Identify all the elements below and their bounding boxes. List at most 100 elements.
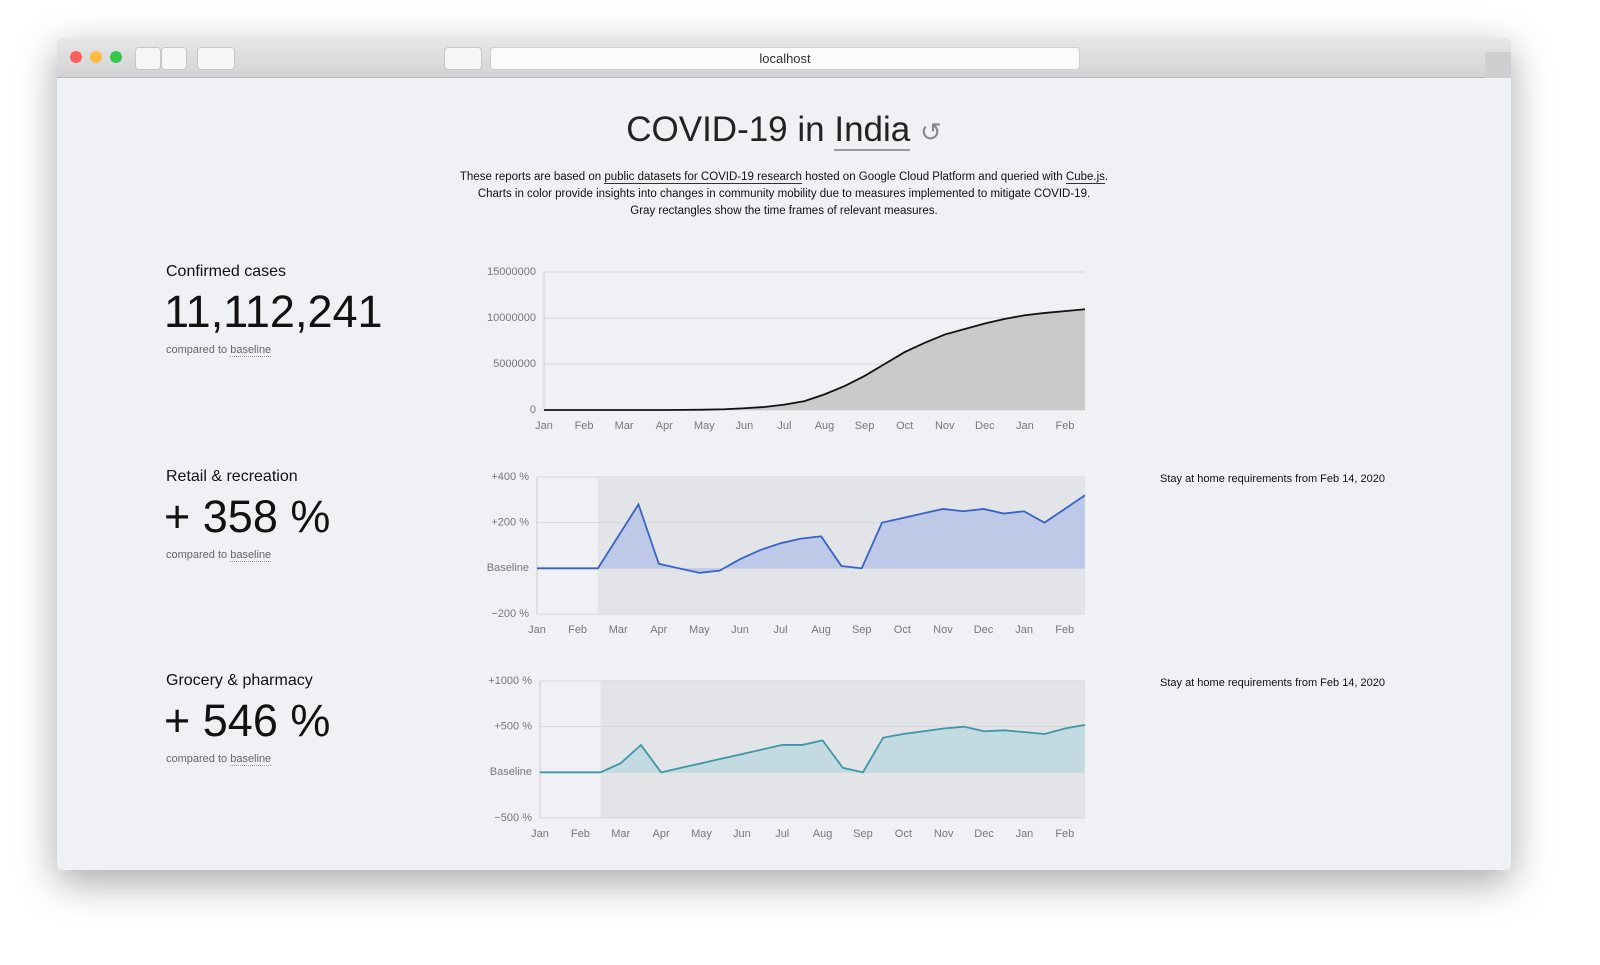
toolbar: localhost <box>57 38 1511 78</box>
y-tick-label: +200 % <box>491 517 529 529</box>
intro-link[interactable]: Cube.js <box>1065 171 1105 184</box>
forward-button[interactable] <box>161 47 187 70</box>
x-tick-label: Mar <box>609 624 628 636</box>
area <box>544 309 1085 410</box>
x-tick-label: Sep <box>852 624 872 636</box>
annotation: Stay at home requirements from Feb 14, 2… <box>1160 677 1385 689</box>
x-tick-label: Dec <box>974 828 994 840</box>
y-tick-label: 0 <box>530 404 536 416</box>
y-tick-label: 15000000 <box>487 266 536 278</box>
intro-line: Charts in color provide insights into ch… <box>477 188 1091 200</box>
area <box>537 495 1085 573</box>
x-tick-label: Nov <box>934 828 954 840</box>
x-tick-label: Apr <box>653 828 670 840</box>
y-tick-label: −200 % <box>491 608 529 620</box>
minimize-button[interactable] <box>90 51 102 63</box>
x-tick-label: Jan <box>1016 828 1034 840</box>
note-text: compared to <box>166 549 231 561</box>
x-tick-label: Jul <box>774 624 788 636</box>
close-button[interactable] <box>70 51 82 63</box>
x-tick-label: Feb <box>571 828 590 840</box>
browser-window: localhost COVID-19 in India ↺ These repo… <box>57 38 1511 870</box>
panel-value: + 546 % <box>164 695 331 746</box>
x-tick-label: Oct <box>894 624 911 636</box>
x-tick-label: Dec <box>974 624 994 636</box>
x-tick-label: Nov <box>935 420 955 432</box>
annotation: Stay at home requirements from Feb 14, 2… <box>1160 473 1385 485</box>
y-tick-label: −500 % <box>494 812 532 824</box>
charts: 0 5000000 10000000 15000000 Jan Feb Mar Apr May J… <box>487 266 1385 840</box>
panel-label: Retail & recreation <box>166 468 298 485</box>
intro-line: These reports are based on public datase… <box>57 171 1511 184</box>
x-tick-label: Jun <box>733 828 751 840</box>
y-tick-label: +400 % <box>491 471 529 483</box>
x-tick-label: Sep <box>853 828 873 840</box>
x-tick-label: May <box>694 420 715 432</box>
note-text: compared to <box>166 344 231 356</box>
extension-button[interactable] <box>444 47 482 70</box>
zoom-button[interactable] <box>110 51 122 63</box>
x-tick-label: Oct <box>896 420 913 432</box>
x-tick-label: Feb <box>1055 420 1074 432</box>
y-tick-label: +500 % <box>494 721 532 733</box>
y-tick-label: 5000000 <box>493 358 536 370</box>
x-tick-label: Jul <box>775 828 789 840</box>
x-tick-label: Apr <box>650 624 667 636</box>
x-tick-label: Aug <box>813 828 833 840</box>
intro-text: hosted on Google Cloud Platform and quer… <box>801 171 1066 183</box>
area <box>540 724 1085 773</box>
x-tick-label: Jan <box>1015 624 1033 636</box>
y-tick-label: Baseline <box>490 766 532 778</box>
x-tick-label: Feb <box>568 624 587 636</box>
x-tick-label: Jan <box>535 420 553 432</box>
x-tick-label: Mar <box>611 828 630 840</box>
x-tick-label: May <box>691 828 712 840</box>
address-bar[interactable]: localhost <box>490 47 1080 70</box>
line <box>537 494 1086 574</box>
x-tick-label: Jan <box>531 828 549 840</box>
x-tick-label: Aug <box>815 420 835 432</box>
title-text: COVID-19 in <box>626 110 835 149</box>
sidebar-button[interactable] <box>197 47 235 70</box>
panel-note: compared to baseline <box>166 344 272 357</box>
x-tick-label: Aug <box>811 624 831 636</box>
x-tick-label: May <box>689 624 710 636</box>
y-tick-label: Baseline <box>487 562 529 574</box>
panel-note: compared to baseline <box>166 549 272 562</box>
x-tick-label: Sep <box>855 420 875 432</box>
x-tick-label: Jan <box>528 624 546 636</box>
x-tick-label: Jan <box>1016 420 1034 432</box>
x-tick-label: Nov <box>933 624 953 636</box>
x-tick-label: Feb <box>1055 624 1074 636</box>
x-tick-label: Dec <box>975 420 995 432</box>
page-title: COVID-19 in India ↺ <box>57 110 1511 151</box>
intro-text: . <box>1104 171 1109 183</box>
panel-value: + 358 % <box>164 491 331 542</box>
intro-line: Gray rectangles show the time frames of … <box>630 205 938 217</box>
x-tick-label: Mar <box>615 420 634 432</box>
panel-note: compared to baseline <box>166 753 272 766</box>
country-link[interactable]: India <box>834 110 911 151</box>
intro-text: These reports are based on <box>459 171 605 183</box>
x-tick-label: Jun <box>731 624 749 636</box>
x-tick-label: Jul <box>777 420 791 432</box>
panel-value: 11,112,241 <box>164 286 383 337</box>
panel-label: Confirmed cases <box>166 263 287 280</box>
reset-icon[interactable]: ↺ <box>919 117 942 147</box>
x-tick-label: Feb <box>575 420 594 432</box>
y-tick-label: +1000 % <box>488 675 532 687</box>
note-text: compared to <box>166 753 231 765</box>
y-tick-label: 10000000 <box>487 312 536 324</box>
x-tick-label: Feb <box>1055 828 1074 840</box>
line <box>544 308 1086 411</box>
new-tab-button[interactable] <box>1485 52 1511 78</box>
x-tick-label: Oct <box>895 828 912 840</box>
x-tick-label: Jun <box>735 420 753 432</box>
back-button[interactable] <box>135 47 161 70</box>
intro-link[interactable]: public datasets for COVID-19 research <box>604 171 802 184</box>
x-tick-label: Apr <box>656 420 673 432</box>
baseline-link[interactable]: baseline <box>230 344 272 357</box>
baseline-link[interactable]: baseline <box>230 753 272 766</box>
baseline-link[interactable]: baseline <box>230 549 272 562</box>
